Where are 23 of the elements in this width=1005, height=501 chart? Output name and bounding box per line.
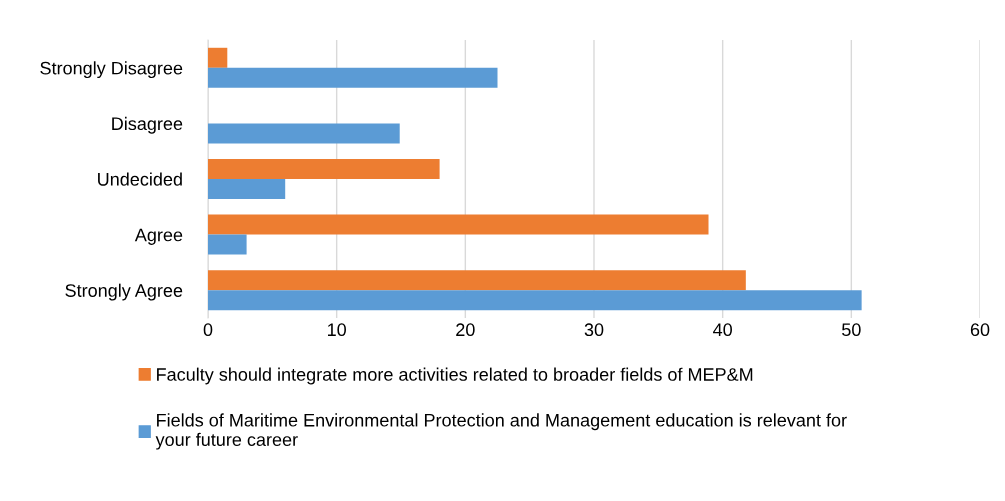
x-tick-label: 40 — [713, 323, 732, 337]
bar — [208, 234, 247, 255]
x-tick-label: 60 — [970, 323, 990, 337]
y-tick-label: Strongly Disagree — [40, 61, 183, 79]
x-tick-label: 20 — [456, 323, 475, 337]
x-tick-label: 30 — [584, 323, 604, 337]
bar — [208, 123, 400, 144]
y-tick-label: Disagree — [112, 116, 183, 134]
bar — [208, 47, 228, 68]
legend-label: Faculty should integrate more activities related to broader fields of MEP&M — [157, 367, 753, 385]
y-tick-label: Undecided — [98, 172, 182, 186]
y-tick-label: Strongly Agree — [65, 283, 183, 301]
bar — [208, 214, 709, 235]
x-tick-label: 10 — [328, 323, 346, 337]
bar — [208, 270, 746, 291]
x-tick-label: 0 — [203, 323, 213, 337]
bar — [208, 179, 286, 200]
legend-label: Fields of Maritime Environmental Protection and Management education is relevant for your future career — [155, 413, 847, 450]
bar — [208, 158, 440, 179]
bar — [208, 290, 862, 311]
y-tick-label: Agree — [134, 228, 183, 245]
x-tick-label: 50 — [842, 323, 861, 337]
bar — [208, 67, 498, 88]
